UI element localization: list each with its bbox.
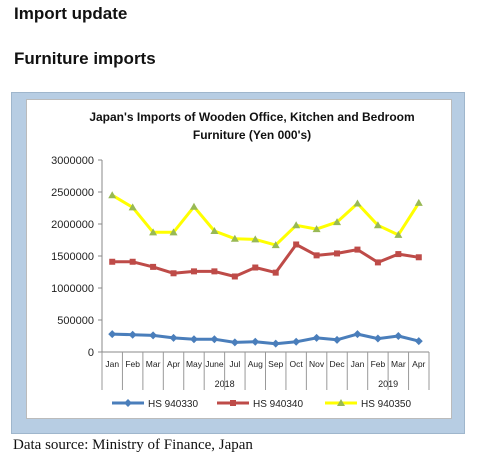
data-point bbox=[313, 252, 320, 259]
x-tick-label: June bbox=[205, 359, 224, 369]
y-tick-label: 1500000 bbox=[51, 251, 94, 263]
y-tick-label: 0 bbox=[88, 347, 94, 359]
data-point bbox=[414, 198, 423, 206]
data-point bbox=[272, 269, 279, 276]
data-point bbox=[210, 335, 219, 344]
data-point bbox=[189, 202, 198, 210]
y-tick-label: 2000000 bbox=[51, 219, 94, 231]
data-point bbox=[109, 258, 116, 265]
x-tick-label: Aug bbox=[248, 359, 263, 369]
data-point bbox=[108, 330, 117, 339]
data-point bbox=[128, 203, 137, 211]
data-point bbox=[128, 330, 137, 339]
legend-label: HS 940350 bbox=[361, 399, 411, 410]
legend-label: HS 940340 bbox=[253, 399, 303, 410]
data-point bbox=[354, 246, 361, 253]
y-tick-label: 500000 bbox=[57, 315, 94, 327]
series-line bbox=[112, 243, 420, 278]
data-point bbox=[252, 264, 259, 271]
data-point bbox=[271, 241, 280, 249]
x-tick-label: Oct bbox=[290, 359, 304, 369]
data-point bbox=[394, 230, 403, 238]
chart-area: Japan's Imports of Wooden Office, Kitche… bbox=[26, 99, 452, 419]
section-title: Furniture imports bbox=[14, 49, 156, 68]
data-point bbox=[271, 339, 280, 348]
data-point bbox=[169, 228, 178, 236]
data-point bbox=[293, 241, 300, 248]
data-point bbox=[230, 338, 239, 347]
data-point bbox=[414, 337, 423, 346]
x-tick-label: Feb bbox=[371, 359, 386, 369]
data-point bbox=[210, 227, 219, 235]
chart-title: Japan's Imports of Wooden Office, Kitche… bbox=[67, 108, 437, 144]
data-point bbox=[353, 330, 362, 339]
data-point bbox=[312, 333, 321, 342]
x-tick-label: Sep bbox=[268, 359, 283, 369]
x-tick-label: Apr bbox=[412, 359, 425, 369]
data-point bbox=[292, 221, 301, 229]
x-tick-label: Jul bbox=[229, 359, 240, 369]
page-title: Import update bbox=[14, 4, 128, 23]
chart-title-line2: Furniture (Yen 000's) bbox=[192, 128, 312, 142]
data-point bbox=[149, 331, 158, 340]
chart-figure: Japan's Imports of Wooden Office, Kitche… bbox=[11, 92, 465, 434]
x-tick-label: Mar bbox=[391, 359, 406, 369]
data-point bbox=[395, 251, 402, 258]
data-point bbox=[251, 235, 260, 243]
data-point bbox=[333, 218, 342, 226]
data-point bbox=[353, 199, 362, 207]
data-point bbox=[374, 259, 381, 266]
x-tick-label: Dec bbox=[329, 359, 345, 369]
x-group-label: 2018 bbox=[215, 379, 235, 389]
x-tick-label: Jan bbox=[351, 359, 365, 369]
data-point bbox=[334, 250, 341, 257]
x-group-label: 2019 bbox=[378, 379, 398, 389]
series-line bbox=[112, 332, 420, 346]
x-tick-label: Feb bbox=[125, 359, 140, 369]
chart-title-line1: Japan's Imports of Wooden Office, Kitche… bbox=[89, 110, 415, 124]
y-tick-label: 1000000 bbox=[51, 283, 94, 295]
data-point bbox=[251, 337, 260, 346]
data-point bbox=[415, 254, 422, 261]
legend-marker bbox=[337, 399, 345, 406]
legend-marker bbox=[230, 400, 236, 406]
data-point bbox=[170, 270, 177, 277]
data-point bbox=[108, 191, 117, 199]
data-point bbox=[150, 263, 157, 270]
data-point bbox=[231, 273, 238, 280]
data-point bbox=[333, 335, 342, 344]
data-point bbox=[169, 333, 178, 342]
data-point bbox=[312, 225, 321, 233]
data-point bbox=[394, 332, 403, 340]
line-chart: 0 500000 1000000 1500000 2000000 2500000 30000… bbox=[51, 155, 430, 410]
y-tick-label: 3000000 bbox=[51, 155, 94, 167]
x-tick-label: May bbox=[186, 359, 203, 369]
x-tick-label: Mar bbox=[146, 359, 161, 369]
data-source-note: Data source: Ministry of Finance, Japan bbox=[13, 437, 253, 453]
data-point bbox=[373, 334, 382, 343]
y-tick-label: 2500000 bbox=[51, 187, 94, 199]
data-point bbox=[230, 234, 239, 242]
data-point bbox=[129, 258, 136, 265]
data-point bbox=[149, 228, 158, 236]
data-point bbox=[190, 268, 197, 275]
x-tick-label: Jan bbox=[105, 359, 119, 369]
data-point bbox=[373, 221, 382, 229]
legend-label: HS 940330 bbox=[148, 399, 198, 410]
data-point bbox=[189, 335, 198, 344]
series-line bbox=[111, 193, 421, 247]
x-tick-label: Nov bbox=[309, 359, 325, 369]
legend-marker bbox=[124, 399, 132, 407]
x-tick-label: Apr bbox=[167, 359, 180, 369]
data-point bbox=[211, 268, 218, 275]
data-point bbox=[292, 337, 301, 346]
